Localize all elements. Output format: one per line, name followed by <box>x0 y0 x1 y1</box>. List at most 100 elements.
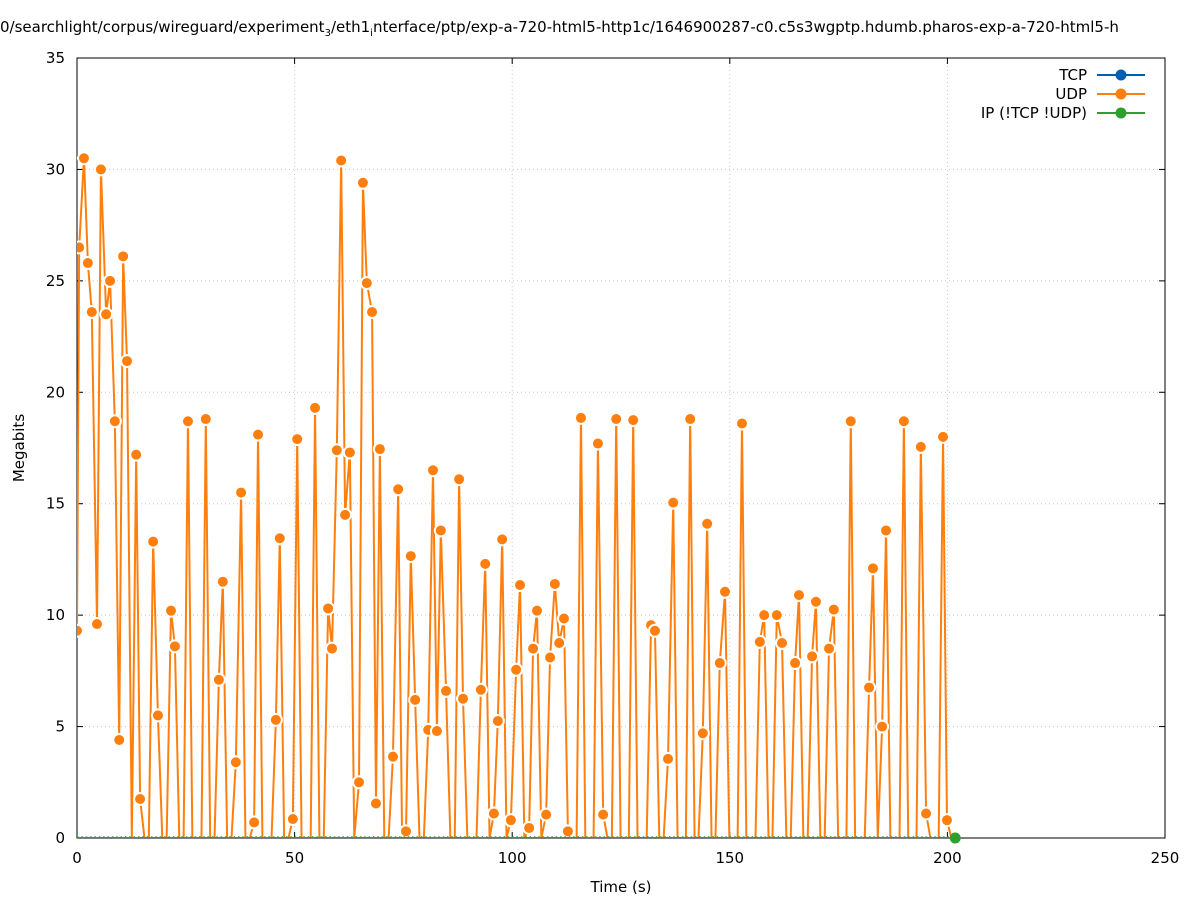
data-point <box>486 806 501 821</box>
data-point <box>167 639 182 654</box>
data-point <box>879 523 894 538</box>
data-point <box>456 691 471 706</box>
data-point <box>180 414 195 429</box>
data-point <box>365 305 380 320</box>
data-point <box>146 534 161 549</box>
x-tick-label: 100 <box>498 849 527 867</box>
data-point <box>752 634 767 649</box>
chart-title: 0/searchlight/corpus/wireguard/experimen… <box>0 18 1197 39</box>
data-point <box>425 463 440 478</box>
x-tick-label: 200 <box>933 849 962 867</box>
data-point <box>556 611 571 626</box>
data-point <box>408 692 423 707</box>
legend-label: TCP <box>1058 66 1087 84</box>
data-point <box>355 175 370 190</box>
data-point <box>552 636 567 650</box>
data-point <box>526 641 541 656</box>
data-point <box>352 775 367 790</box>
data-point <box>234 485 249 500</box>
data-point <box>495 532 510 547</box>
data-point <box>543 650 558 665</box>
data-point <box>429 724 444 739</box>
data-point <box>77 240 87 255</box>
data-point <box>268 712 283 727</box>
data-point <box>285 812 300 827</box>
series-line <box>77 158 953 838</box>
y-tick-label: 20 <box>46 383 65 401</box>
data-point <box>775 636 790 650</box>
data-point <box>452 472 467 487</box>
title-part: 3 <box>324 28 331 39</box>
legend-marker <box>1115 69 1127 81</box>
data-point <box>77 151 91 166</box>
data-point <box>99 307 114 322</box>
data-point <box>826 602 841 617</box>
y-tick-label: 0 <box>55 829 65 847</box>
data-point <box>865 561 880 576</box>
data-point <box>228 755 243 770</box>
data-point <box>334 153 349 168</box>
y-tick-label: 5 <box>55 718 65 736</box>
data-point <box>695 726 710 741</box>
data-point <box>164 603 179 618</box>
data-point <box>522 820 537 835</box>
title-part: i <box>370 28 373 39</box>
data-point <box>769 608 784 623</box>
data-point <box>338 507 353 522</box>
data-point <box>215 574 230 589</box>
data-point <box>103 273 118 288</box>
y-axis-label: Megabits <box>10 414 28 482</box>
data-point <box>77 623 84 638</box>
data-point <box>490 714 505 728</box>
x-tick-label: 50 <box>285 849 304 867</box>
x-tick-label: 150 <box>715 849 744 867</box>
data-point <box>473 682 488 697</box>
data-point <box>251 427 266 442</box>
data-point <box>530 603 545 618</box>
data-point <box>120 354 135 369</box>
data-point <box>596 807 611 822</box>
data-point <box>439 683 454 698</box>
data-point <box>647 623 662 638</box>
data-point <box>342 445 357 460</box>
data-point <box>936 429 951 444</box>
data-point <box>757 608 772 623</box>
x-tick-label: 250 <box>1151 849 1180 867</box>
data-point <box>80 256 95 271</box>
data-point <box>539 807 554 822</box>
data-point <box>862 680 877 695</box>
data-point <box>788 656 803 671</box>
data-point <box>399 824 414 838</box>
data-point <box>325 641 340 656</box>
data-point <box>805 649 820 664</box>
data-point <box>560 824 575 838</box>
plot-frame <box>76 57 1166 839</box>
data-point <box>84 305 99 320</box>
data-point <box>129 447 144 462</box>
title-part: /eth1 <box>330 18 371 36</box>
data-point <box>590 436 605 451</box>
data-point <box>90 617 105 632</box>
data-point <box>718 584 733 599</box>
y-tick-label: 25 <box>46 272 65 290</box>
data-point <box>391 482 406 497</box>
title-part: nterface/ptp/exp-a-720-html5-http1c/1646… <box>372 18 1119 36</box>
data-point <box>150 708 165 723</box>
data-point <box>385 749 400 764</box>
data-point <box>939 813 954 828</box>
data-point <box>308 400 323 415</box>
data-point <box>843 414 858 429</box>
data-point <box>919 806 934 821</box>
data-point <box>513 578 528 593</box>
x-tick-label: 0 <box>72 849 82 867</box>
data-point <box>359 276 374 291</box>
data-point <box>116 249 131 264</box>
data-point <box>875 719 890 734</box>
data-point <box>211 672 226 687</box>
data-point <box>573 410 588 425</box>
data-point <box>700 516 715 531</box>
data-point <box>247 815 262 830</box>
data-point <box>329 443 344 458</box>
data-point <box>272 531 287 546</box>
data-point <box>503 813 518 828</box>
